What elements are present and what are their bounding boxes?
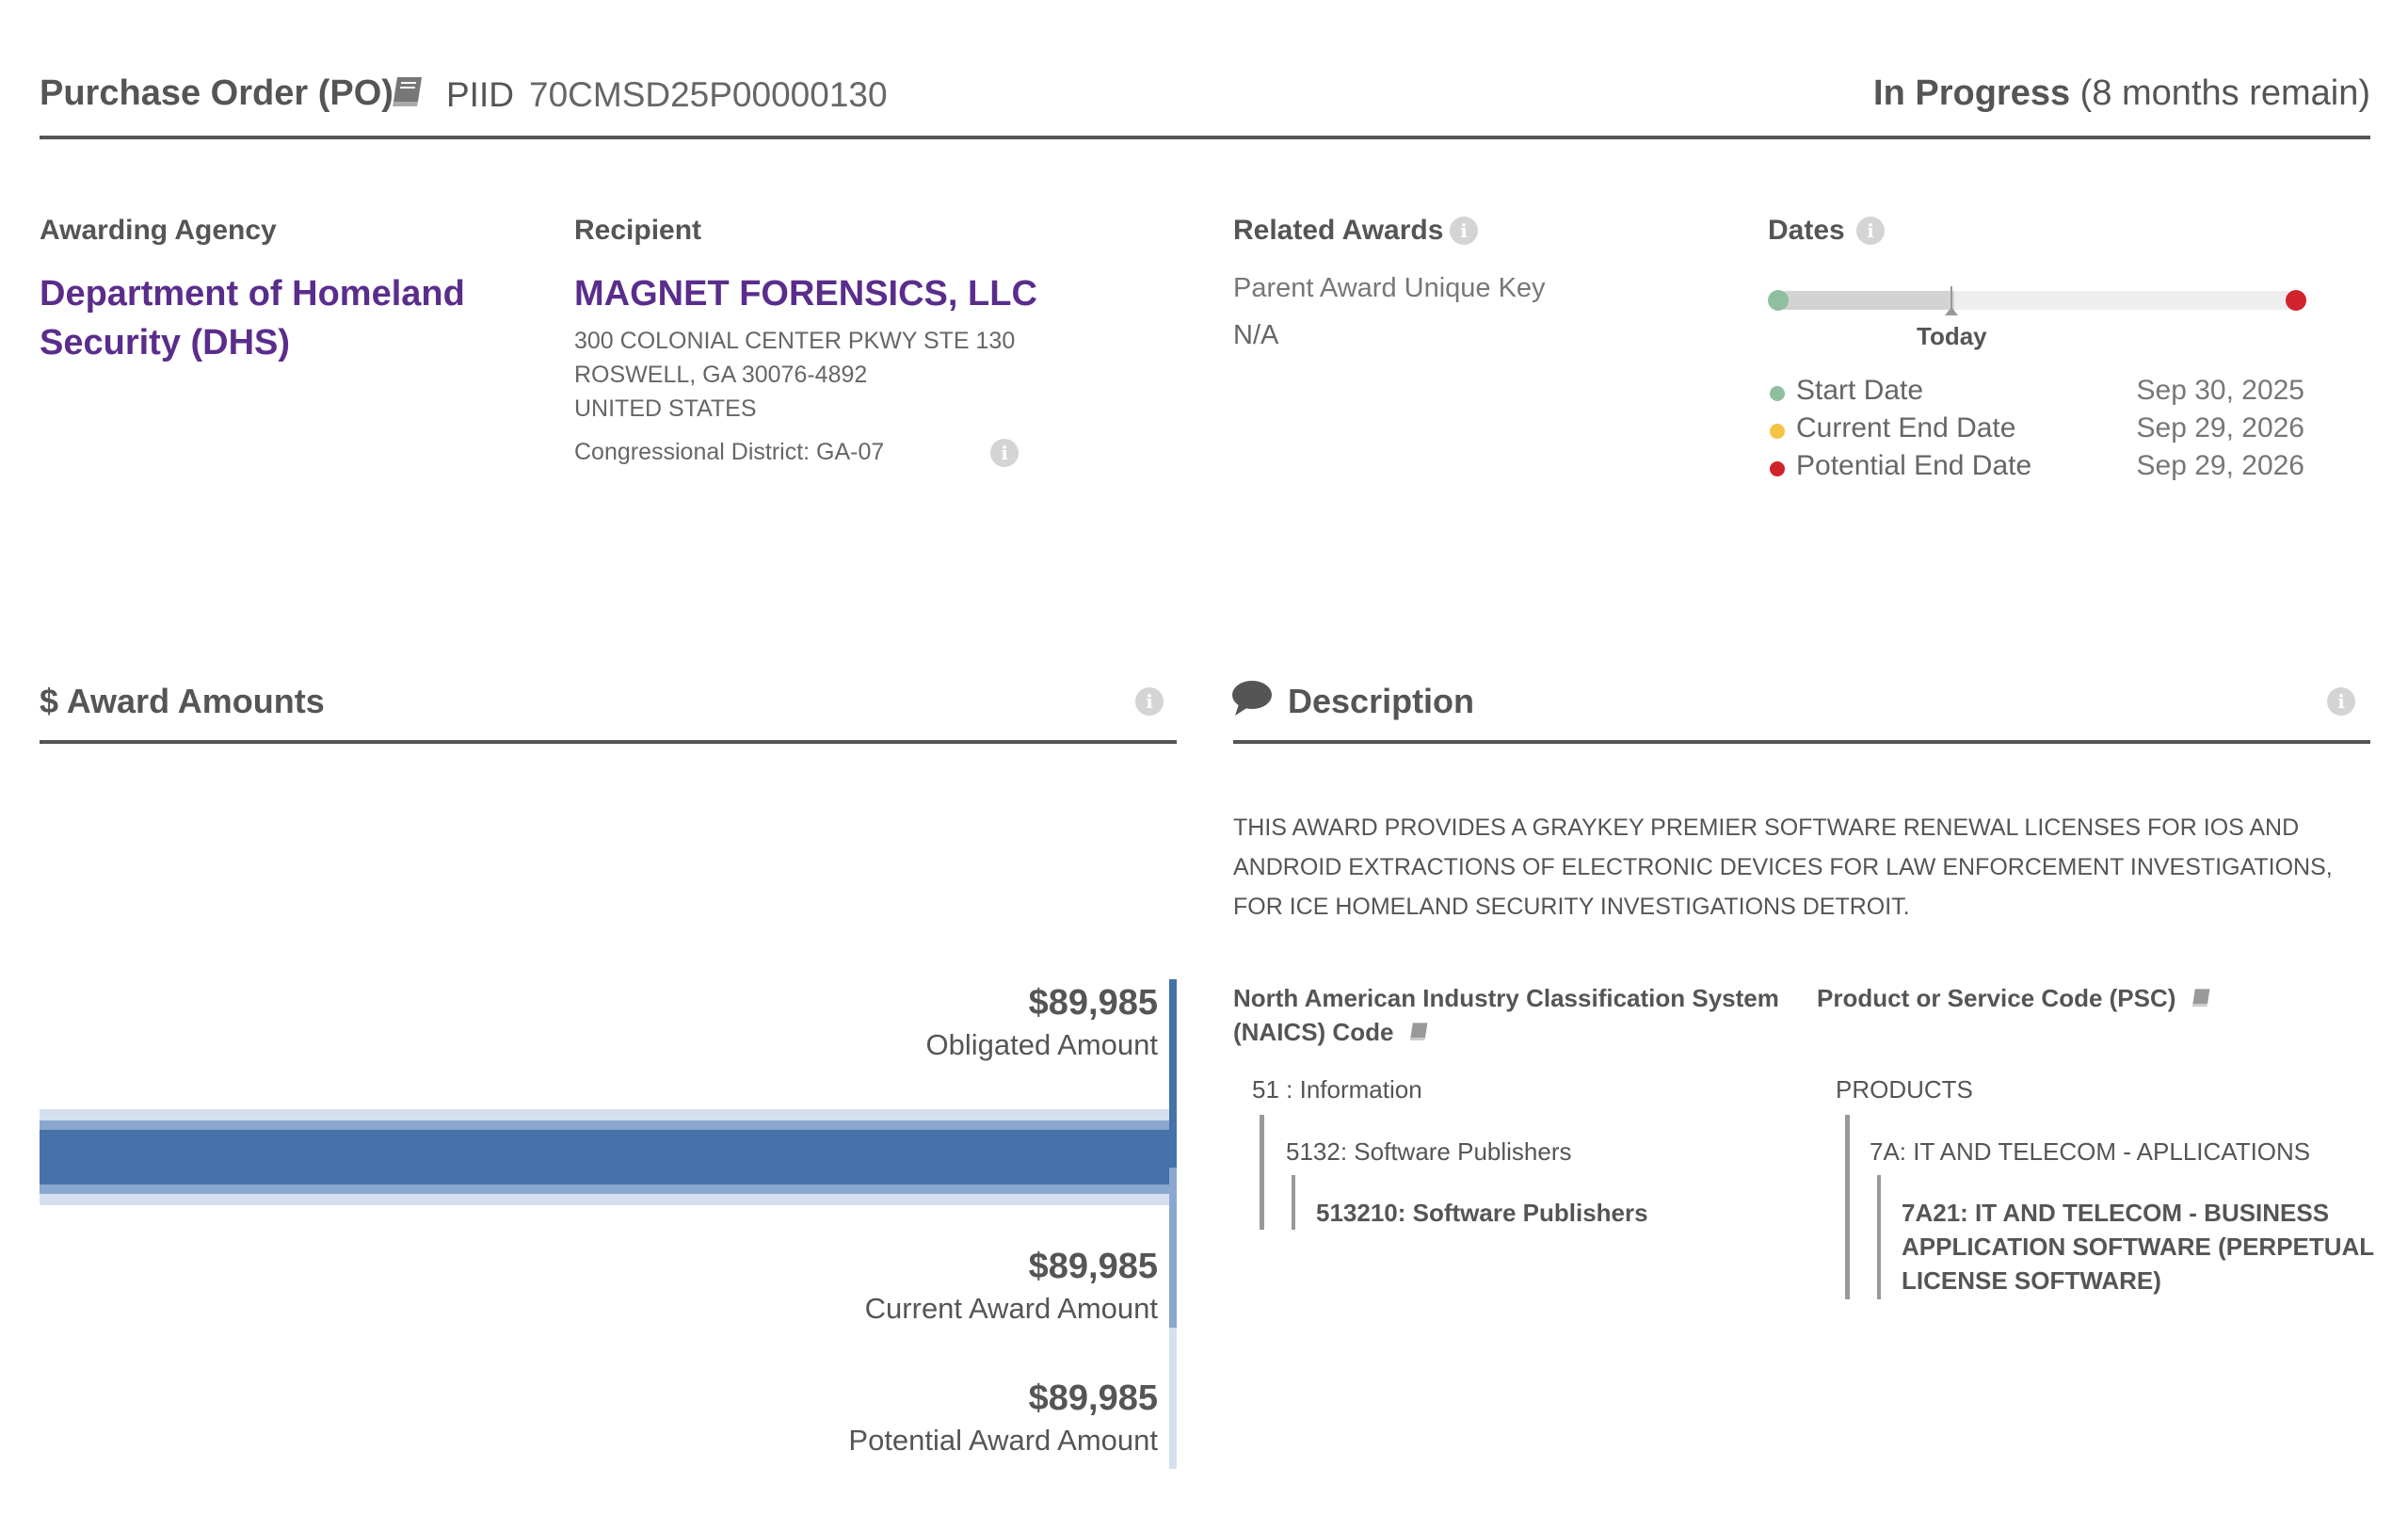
- status-label: In Progress: [1873, 73, 2071, 113]
- today-label: Today: [1917, 322, 1987, 350]
- naics-heading: North American Industry Classification S…: [1233, 981, 1798, 1051]
- current-end-date-label: Current End Date: [1796, 412, 2016, 443]
- psc-heading: Product or Service Code (PSC): [1817, 981, 2213, 1017]
- psc-level-3-line-3: LICENSE SOFTWARE): [1902, 1266, 2161, 1295]
- obligated-amount-bar: [40, 1130, 1177, 1185]
- recipient-link[interactable]: MAGNET FORENSICS, LLC: [574, 274, 1037, 314]
- info-icon[interactable]: i: [1135, 687, 1164, 716]
- award-amounts-divider: [40, 740, 1177, 744]
- potential-amount-label: Potential Award Amount: [848, 1424, 1158, 1457]
- book-icon[interactable]: [1408, 1017, 1431, 1051]
- related-awards-label: Related Awards: [1233, 215, 1444, 246]
- naics-heading-line-1: North American Industry Classification S…: [1233, 984, 1779, 1012]
- address-line: ROSWELL, GA 30076-4892: [574, 362, 868, 388]
- potential-amount-value: $89,985: [1028, 1378, 1158, 1418]
- award-type-title: Purchase Order (PO): [40, 73, 393, 113]
- header-divider: [40, 136, 2370, 139]
- current-end-date-value: Sep 29, 2026: [2136, 412, 2305, 443]
- info-icon[interactable]: i: [2327, 687, 2355, 716]
- naics-heading-line-2-wrap: (NAICS) Code: [1233, 1015, 1798, 1051]
- description-title: Description: [1288, 682, 1475, 720]
- psc-level-3-line-2: APPLICATION SOFTWARE (PERPETUAL: [1902, 1233, 2375, 1261]
- awarding-agency-label: Awarding Agency: [40, 215, 277, 246]
- piid-value: 70CMSD25P00000130: [529, 75, 888, 114]
- obligated-amount-value: $89,985: [1028, 983, 1158, 1023]
- naics-level-2: 5132: Software Publishers: [1286, 1137, 1572, 1166]
- potential-end-date-value: Sep 29, 2026: [2136, 450, 2305, 481]
- congressional-district: Congressional District: GA-07: [574, 439, 885, 465]
- naics-tree-line: [1292, 1175, 1295, 1230]
- address-line: 300 COLONIAL CENTER PKWY STE 130: [574, 328, 1016, 354]
- obligated-amount-label: Obligated Amount: [925, 1028, 1158, 1061]
- dates-label: Dates: [1768, 215, 1845, 246]
- potential-end-date-label: Potential End Date: [1796, 450, 2032, 481]
- current-end-date-dot: [1770, 424, 1785, 439]
- agency-line-1: Department of Homeland: [40, 274, 465, 314]
- description-text: THIS AWARD PROVIDES A GRAYKEY PREMIER SO…: [1233, 814, 2333, 920]
- psc-level-3: 7A21: IT AND TELECOM - BUSINESS APPLICAT…: [1902, 1196, 2374, 1297]
- description-divider: [1233, 740, 2370, 744]
- book-icon[interactable]: [2191, 983, 2213, 1017]
- start-dot: [1768, 290, 1789, 311]
- piid-label: PIID: [446, 75, 514, 114]
- psc-level-2: 7A: IT AND TELECOM - APLLICATIONS: [1870, 1137, 2311, 1166]
- psc-level-1: PRODUCTS: [1836, 1075, 1973, 1104]
- start-date-dot: [1770, 386, 1785, 401]
- current-amount-label: Current Award Amount: [864, 1292, 1158, 1325]
- parent-award-key-label: Parent Award Unique Key: [1233, 273, 1546, 303]
- potential-amount-line: [1169, 1328, 1177, 1469]
- naics-level-1: 51 : Information: [1252, 1075, 1422, 1104]
- current-amount-line: [1169, 1168, 1177, 1328]
- info-icon[interactable]: i: [1450, 217, 1478, 245]
- recipient-label: Recipient: [574, 215, 702, 246]
- psc-tree-line: [1877, 1175, 1881, 1299]
- award-amounts-title: $ Award Amounts: [40, 682, 325, 720]
- book-icon[interactable]: [390, 75, 427, 114]
- psc-heading-text: Product or Service Code (PSC): [1817, 984, 2176, 1012]
- address-line: UNITED STATES: [574, 395, 757, 422]
- timeline-elapsed: [1777, 291, 1954, 310]
- end-dot: [2286, 290, 2306, 311]
- start-date-label: Start Date: [1796, 375, 1924, 406]
- award-status: In Progress (8 months remain): [1873, 73, 2370, 114]
- potential-end-date-dot: [1770, 461, 1785, 476]
- today-marker: [1950, 286, 1952, 313]
- psc-level-3-line-1: 7A21: IT AND TELECOM - BUSINESS: [1902, 1199, 2330, 1227]
- info-icon[interactable]: i: [1856, 217, 1885, 245]
- naics-level-3: 513210: Software Publishers: [1316, 1199, 1648, 1227]
- recipient-address: 300 COLONIAL CENTER PKWY STE 130 ROSWELL…: [574, 324, 1015, 426]
- agency-line-2: Security (DHS): [40, 323, 291, 363]
- status-remaining: (8 months remain): [2079, 73, 2370, 113]
- current-amount-value: $89,985: [1028, 1247, 1158, 1286]
- naics-heading-line-2: (NAICS) Code: [1233, 1018, 1394, 1046]
- psc-tree-line: [1845, 1115, 1850, 1299]
- awarding-agency-link[interactable]: Department of Homeland Security (DHS): [40, 269, 465, 367]
- speech-bubble-icon: [1231, 680, 1273, 722]
- start-date-value: Sep 30, 2025: [2136, 375, 2305, 406]
- parent-award-key-value: N/A: [1233, 320, 1279, 350]
- obligated-amount-line: [1169, 979, 1177, 1168]
- info-icon[interactable]: i: [990, 439, 1019, 467]
- today-caret-icon: [1945, 307, 1958, 315]
- naics-tree-line: [1260, 1115, 1264, 1230]
